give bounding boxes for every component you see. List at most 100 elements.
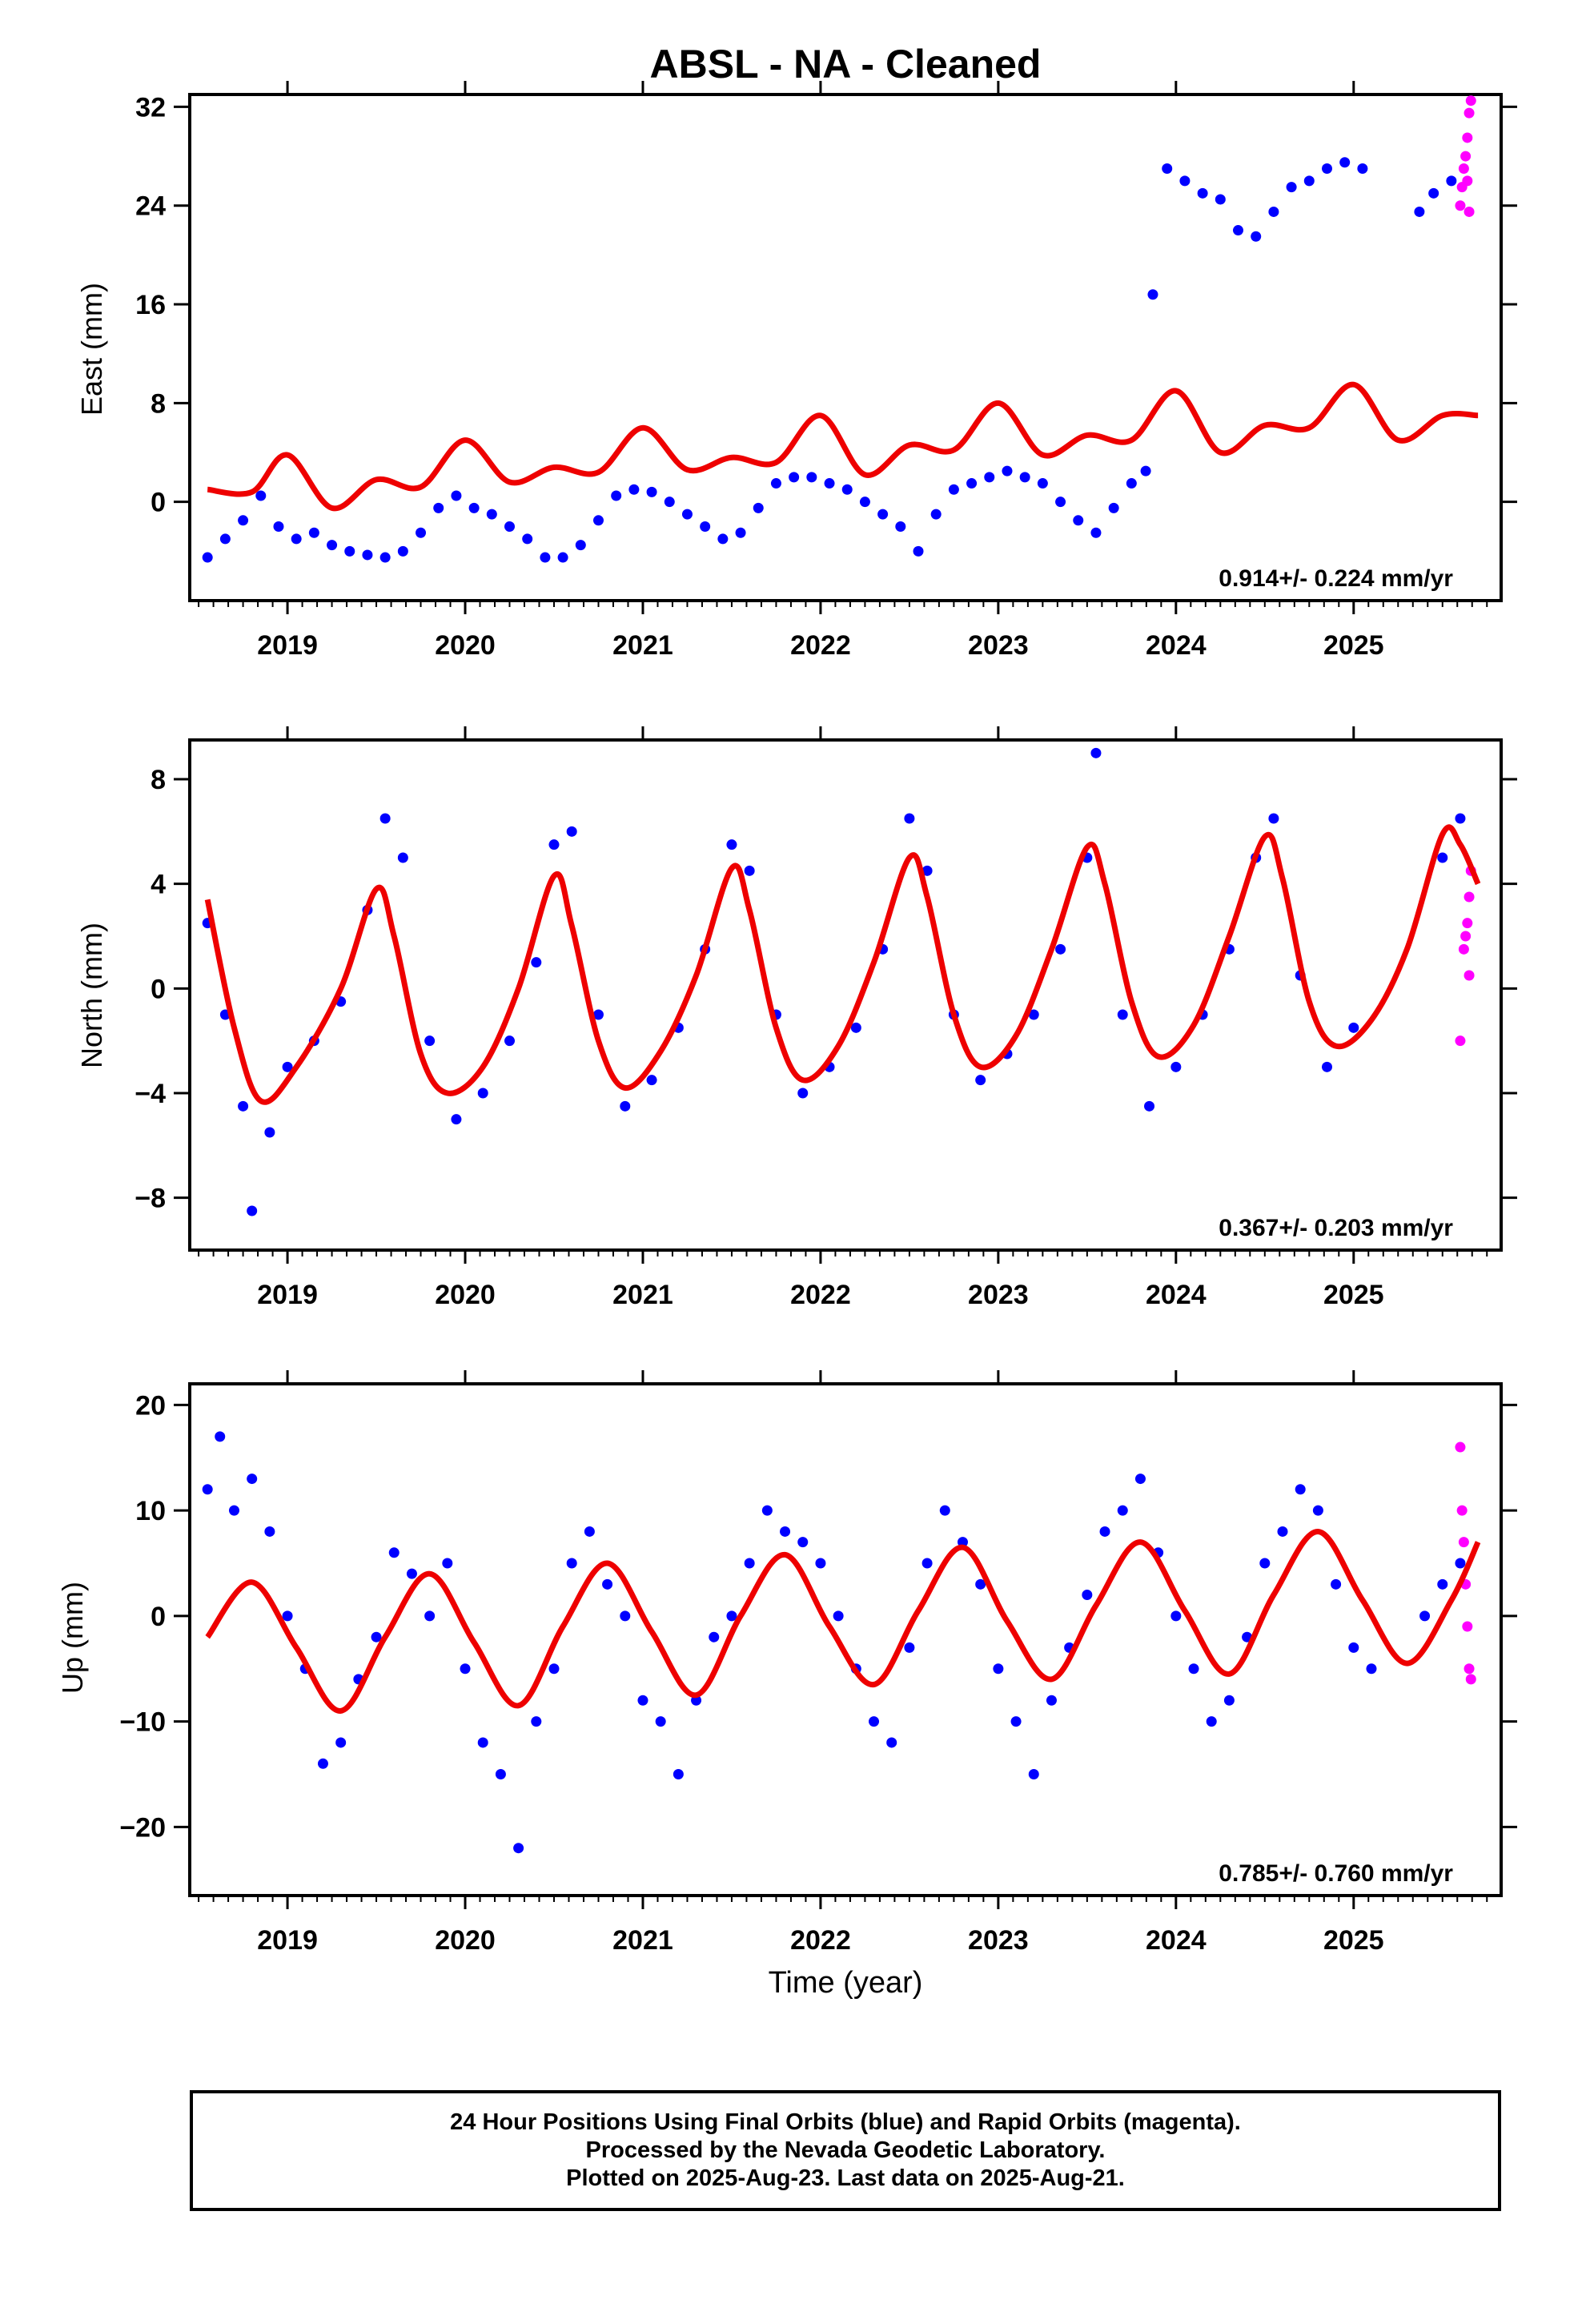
- final-point-east-68: [1428, 187, 1439, 199]
- final-point-east-35: [824, 478, 835, 489]
- final-point-north-5: [282, 1061, 293, 1072]
- final-point-east-69: [1446, 175, 1457, 187]
- final-point-east-3: [255, 490, 267, 501]
- x-tick-label-up-6: 2025: [1323, 1925, 1384, 1956]
- final-point-up-29: [709, 1631, 720, 1642]
- y-tick-label-north-0: −8: [135, 1184, 166, 1214]
- x-tick-label-up-0: 2019: [257, 1925, 318, 1956]
- final-point-east-53: [1140, 465, 1151, 476]
- final-point-north-12: [451, 1114, 462, 1125]
- final-point-north-20: [646, 1075, 657, 1086]
- x-tick-label-up-5: 2024: [1146, 1925, 1207, 1956]
- final-point-east-6: [308, 527, 319, 538]
- ylabel-east: East (mm): [75, 283, 108, 416]
- final-point-up-34: [797, 1537, 809, 1548]
- final-point-up-21: [566, 1558, 577, 1569]
- final-point-up-32: [761, 1505, 773, 1516]
- final-point-up-58: [1223, 1695, 1235, 1706]
- final-point-up-48: [1046, 1695, 1057, 1706]
- rapid-point-north-3: [1464, 891, 1475, 903]
- x-tick-label-up-3: 2022: [790, 1925, 851, 1956]
- final-point-up-22: [584, 1526, 595, 1537]
- final-point-up-61: [1277, 1526, 1288, 1537]
- final-point-north-48: [1348, 1022, 1359, 1033]
- x-tick-label-north-1: 2020: [435, 1280, 496, 1310]
- final-point-up-60: [1259, 1558, 1271, 1569]
- final-point-east-8: [344, 545, 355, 557]
- final-point-north-4: [264, 1127, 275, 1138]
- final-point-east-17: [504, 521, 516, 533]
- x-tick-label-east-6: 2025: [1323, 630, 1384, 661]
- final-point-north-50: [1455, 813, 1466, 824]
- final-point-east-4: [273, 521, 284, 533]
- final-point-up-51: [1099, 1526, 1110, 1537]
- final-point-north-47: [1321, 1061, 1332, 1072]
- final-point-up-42: [939, 1505, 950, 1516]
- x-axis-label: Time (year): [769, 1966, 923, 2000]
- final-point-up-2: [228, 1505, 239, 1516]
- final-point-up-47: [1028, 1768, 1039, 1779]
- rapid-point-east-4: [1462, 132, 1473, 143]
- final-point-east-63: [1303, 175, 1315, 187]
- final-point-east-37: [859, 497, 870, 508]
- x-tick-label-east-5: 2024: [1146, 630, 1207, 661]
- model-line-north: [204, 824, 1481, 1105]
- final-point-east-34: [806, 472, 817, 483]
- final-point-up-65: [1348, 1642, 1359, 1653]
- final-point-north-28: [850, 1022, 861, 1033]
- x-tick-label-east-4: 2023: [968, 630, 1029, 661]
- x-tick-label-north-3: 2022: [790, 1280, 851, 1310]
- final-point-up-18: [513, 1843, 524, 1854]
- x-tick-label-up-4: 2023: [968, 1925, 1029, 1956]
- y-tick-label-north-4: 8: [151, 765, 166, 795]
- final-point-east-16: [486, 509, 497, 520]
- final-point-north-24: [744, 865, 755, 876]
- footer-line-3: Plotted on 2025-Aug-23. Last data on 202…: [566, 2165, 1125, 2191]
- panel-up: Up (mm) 2019 2020 2021 2022 2023 2024 2025 −20 −…: [56, 1370, 1517, 1956]
- final-point-east-64: [1321, 163, 1332, 174]
- final-point-east-28: [700, 521, 711, 533]
- model-line-east: [207, 381, 1479, 512]
- rapid-point-east-2: [1458, 163, 1469, 174]
- final-point-east-19: [540, 552, 551, 563]
- y-tick-label-east-0: 0: [151, 488, 166, 518]
- final-point-east-21: [575, 540, 586, 551]
- final-point-east-23: [611, 490, 622, 501]
- model-line-up: [205, 1529, 1481, 1714]
- final-point-north-2: [238, 1100, 249, 1112]
- final-point-north-14: [504, 1035, 516, 1047]
- x-tick-label-east-3: 2022: [790, 630, 851, 661]
- y-tick-label-east-4: 32: [135, 92, 166, 123]
- final-point-north-19: [620, 1100, 631, 1112]
- final-point-east-39: [895, 521, 906, 533]
- rapid-point-east-0: [1455, 200, 1466, 211]
- final-point-east-11: [397, 545, 408, 557]
- final-point-east-26: [664, 497, 675, 508]
- final-point-east-29: [717, 533, 729, 545]
- x-tick-label-north-6: 2025: [1323, 1280, 1384, 1310]
- final-point-up-7: [317, 1758, 328, 1769]
- final-point-up-62: [1295, 1484, 1306, 1495]
- y-tick-label-up-4: 20: [135, 1390, 166, 1421]
- final-point-up-35: [815, 1558, 826, 1569]
- final-point-up-10: [371, 1631, 382, 1642]
- final-point-up-23: [602, 1578, 613, 1590]
- final-point-north-35: [1028, 1009, 1039, 1020]
- final-point-east-7: [327, 540, 338, 551]
- ylabel-up: Up (mm): [56, 1582, 89, 1694]
- final-point-east-48: [1055, 497, 1066, 508]
- final-point-north-40: [1144, 1100, 1155, 1112]
- final-point-north-15: [531, 957, 542, 968]
- final-point-up-56: [1188, 1663, 1199, 1675]
- final-point-north-3: [247, 1205, 258, 1216]
- x-tick-label-east-1: 2020: [435, 630, 496, 661]
- rapid-point-east-5: [1462, 175, 1473, 187]
- final-point-east-9: [362, 549, 373, 561]
- final-point-east-15: [468, 502, 480, 513]
- final-point-up-11: [388, 1547, 400, 1558]
- final-point-up-66: [1366, 1663, 1377, 1675]
- rapid-point-up-5: [1464, 1663, 1475, 1675]
- footer-line-2: Processed by the Nevada Geodetic Laborat…: [585, 2137, 1106, 2163]
- final-point-east-45: [1002, 465, 1013, 476]
- panel-north: North (mm) 2019 2020 2021 2022 2023 2024 2025 −…: [75, 726, 1517, 1310]
